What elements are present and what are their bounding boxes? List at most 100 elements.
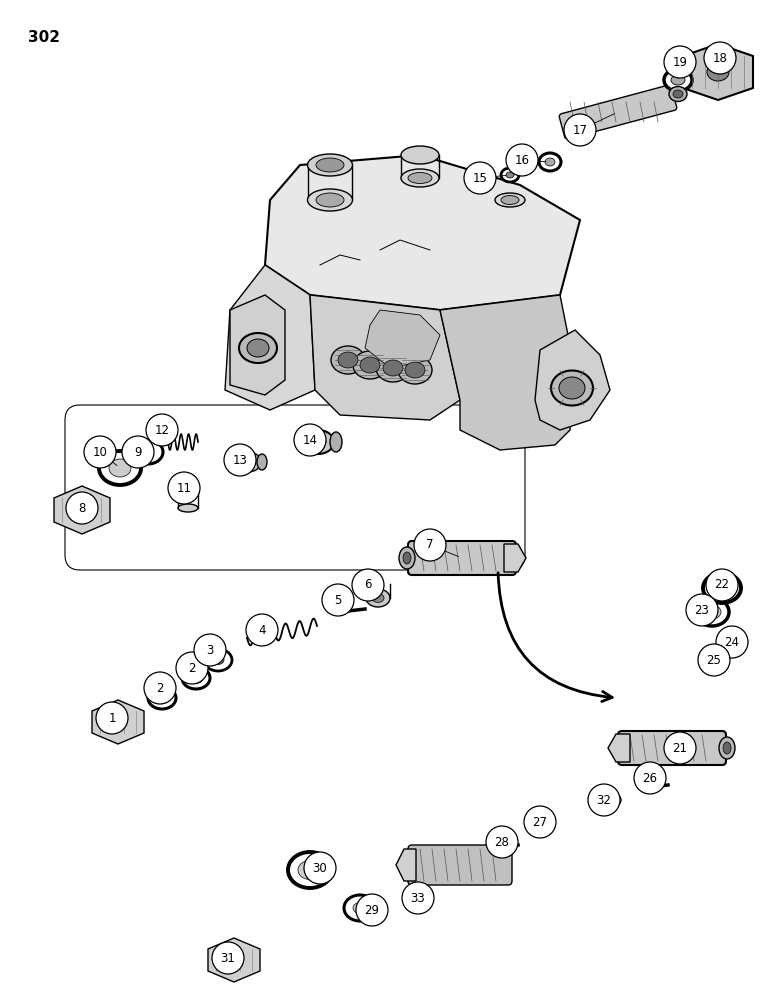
Ellipse shape	[403, 552, 411, 564]
Ellipse shape	[703, 573, 741, 603]
Circle shape	[486, 826, 518, 858]
Ellipse shape	[506, 172, 514, 178]
Ellipse shape	[714, 655, 722, 665]
Ellipse shape	[501, 168, 519, 182]
Ellipse shape	[408, 172, 432, 184]
Text: 19: 19	[672, 55, 687, 68]
Circle shape	[304, 852, 336, 884]
Polygon shape	[608, 734, 630, 762]
Ellipse shape	[671, 75, 685, 85]
Ellipse shape	[673, 90, 683, 98]
Text: 15: 15	[473, 172, 488, 184]
Ellipse shape	[406, 889, 430, 907]
Ellipse shape	[495, 193, 525, 207]
Polygon shape	[396, 849, 416, 881]
Ellipse shape	[719, 737, 735, 759]
Ellipse shape	[239, 333, 277, 363]
Text: 302: 302	[28, 30, 60, 45]
Text: 11: 11	[176, 482, 192, 494]
Text: 12: 12	[154, 424, 169, 436]
Ellipse shape	[360, 357, 380, 373]
Text: 27: 27	[533, 816, 548, 828]
Circle shape	[634, 762, 666, 794]
Ellipse shape	[109, 459, 131, 477]
Circle shape	[294, 424, 326, 456]
Ellipse shape	[133, 440, 163, 464]
Ellipse shape	[695, 598, 729, 626]
FancyArrowPatch shape	[498, 573, 612, 701]
Text: 5: 5	[335, 593, 342, 606]
Ellipse shape	[539, 153, 561, 171]
Text: 22: 22	[714, 578, 729, 591]
Ellipse shape	[669, 87, 687, 102]
Ellipse shape	[413, 894, 423, 902]
Ellipse shape	[401, 169, 439, 187]
Ellipse shape	[331, 346, 365, 374]
Polygon shape	[310, 295, 460, 420]
Text: 8: 8	[78, 502, 86, 514]
Ellipse shape	[111, 716, 125, 728]
Ellipse shape	[227, 954, 241, 966]
Ellipse shape	[316, 193, 344, 207]
Ellipse shape	[707, 63, 729, 81]
Ellipse shape	[155, 692, 169, 704]
Ellipse shape	[398, 356, 432, 384]
Ellipse shape	[723, 633, 747, 651]
Ellipse shape	[212, 656, 224, 664]
Ellipse shape	[204, 649, 232, 671]
Circle shape	[524, 806, 556, 838]
Ellipse shape	[605, 796, 615, 804]
Ellipse shape	[599, 792, 621, 808]
Circle shape	[66, 492, 98, 524]
Ellipse shape	[501, 196, 519, 205]
Circle shape	[414, 529, 446, 561]
Circle shape	[96, 702, 128, 734]
FancyBboxPatch shape	[408, 541, 516, 575]
Circle shape	[194, 634, 226, 666]
Ellipse shape	[148, 687, 176, 709]
Ellipse shape	[74, 504, 90, 516]
Ellipse shape	[178, 482, 198, 498]
Ellipse shape	[723, 742, 731, 754]
Circle shape	[144, 672, 176, 704]
Ellipse shape	[338, 352, 358, 368]
Polygon shape	[92, 700, 144, 744]
Ellipse shape	[709, 649, 727, 671]
Polygon shape	[208, 938, 260, 982]
Ellipse shape	[353, 902, 367, 914]
Ellipse shape	[399, 547, 415, 569]
Circle shape	[686, 594, 718, 626]
Text: 21: 21	[672, 742, 687, 754]
Text: 24: 24	[725, 636, 739, 648]
FancyBboxPatch shape	[559, 85, 677, 139]
Circle shape	[706, 569, 738, 601]
Ellipse shape	[559, 377, 585, 399]
Text: 29: 29	[364, 904, 380, 916]
Text: 14: 14	[303, 434, 317, 446]
Circle shape	[698, 644, 730, 676]
Ellipse shape	[703, 605, 721, 619]
Text: 13: 13	[232, 454, 247, 466]
Text: 6: 6	[364, 578, 372, 591]
Text: 10: 10	[93, 446, 108, 458]
Ellipse shape	[182, 667, 210, 689]
Ellipse shape	[366, 589, 390, 607]
Text: 25: 25	[707, 654, 722, 666]
Ellipse shape	[302, 430, 334, 454]
Circle shape	[704, 42, 736, 74]
Circle shape	[356, 894, 388, 926]
Text: 31: 31	[221, 952, 236, 964]
Ellipse shape	[247, 339, 269, 357]
Polygon shape	[365, 310, 440, 368]
Text: 28: 28	[495, 836, 509, 848]
Circle shape	[322, 584, 354, 616]
Circle shape	[588, 784, 620, 816]
Ellipse shape	[316, 158, 344, 172]
Polygon shape	[54, 486, 110, 534]
Text: 30: 30	[313, 861, 328, 874]
Text: 18: 18	[713, 51, 728, 64]
Text: 32: 32	[597, 794, 612, 806]
Polygon shape	[225, 265, 315, 410]
Ellipse shape	[372, 593, 384, 602]
Ellipse shape	[664, 69, 692, 91]
